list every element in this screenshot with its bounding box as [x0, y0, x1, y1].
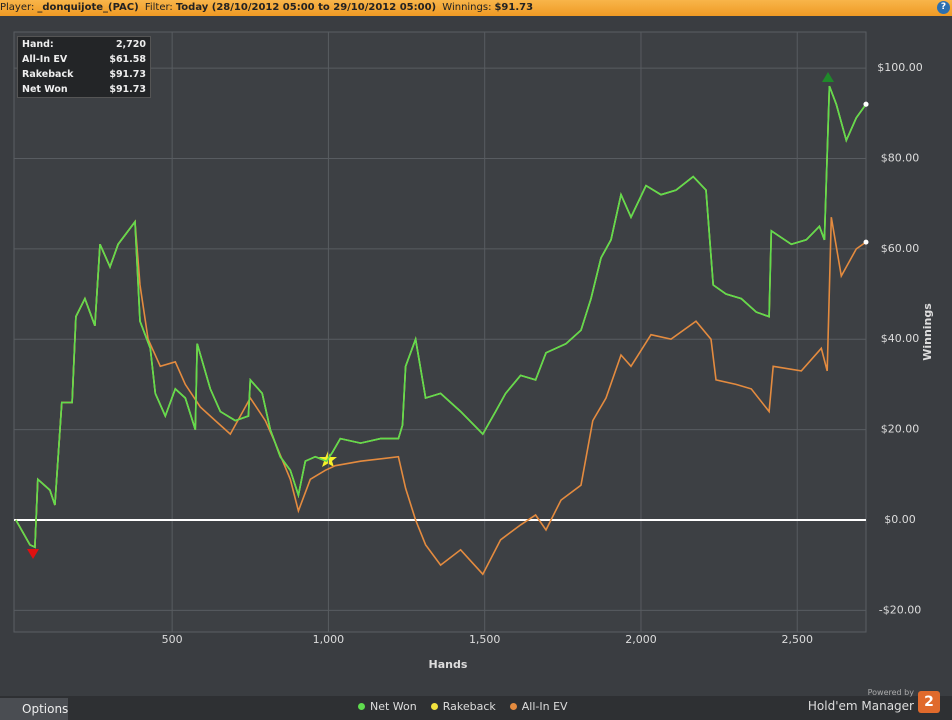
legend-item: Rakeback	[430, 700, 496, 713]
legend-swatch	[430, 703, 438, 710]
stat-label: Rakeback	[22, 69, 74, 80]
x-tick-label: 1,000	[313, 633, 345, 646]
y-axis-label: Winnings	[921, 303, 934, 361]
stat-value: $61.58	[109, 54, 146, 65]
options-button[interactable]: Options	[0, 698, 68, 720]
legend-label: All-In EV	[521, 700, 568, 713]
label: Winnings:	[442, 2, 492, 13]
stats-box: Hand: 2,720 All-In EV $61.58 Rakeback $91.73 N…	[17, 36, 151, 98]
chart: Hands Winnings 500 1,000 1,500 2,000 2,500 -$…	[13, 31, 934, 671]
min-marker	[27, 549, 39, 559]
winnings: $91.73	[494, 2, 534, 13]
legend-label: Net Won	[370, 700, 417, 713]
y-tick-label: -$20.00	[879, 603, 921, 616]
logo: 2	[918, 691, 940, 713]
legend: Net Won Rakeback All-In EV	[358, 700, 568, 713]
stat-row: Rakeback $91.73	[18, 67, 150, 82]
stat-value: $91.73	[109, 84, 146, 95]
header-bar: Player: _donquijote_(PAC) Filter: Today (2…	[0, 0, 952, 16]
player: _donquijote_(PAC)	[37, 2, 139, 13]
legend-swatch	[358, 703, 365, 710]
stat-row: Hand: 2,720	[18, 37, 150, 52]
legend-swatch	[509, 703, 517, 710]
end-point	[863, 101, 869, 107]
y-tick-label: $20.00	[881, 423, 920, 436]
legend-item: All-In EV	[509, 700, 568, 713]
y-tick-label: $60.00	[881, 242, 920, 255]
y-tick-label: $80.00	[881, 152, 920, 165]
x-tick-label: 1,500	[469, 633, 501, 646]
x-tick-label: 500	[162, 633, 183, 646]
stat-value: 2,720	[115, 39, 146, 50]
label: Filter:	[144, 2, 173, 13]
plot-area	[13, 31, 867, 633]
max-marker	[822, 72, 834, 82]
legend-item: Net Won	[358, 700, 417, 713]
stat-label: Hand:	[22, 39, 54, 50]
label: Player:	[0, 2, 35, 13]
stat-row: Net Won $91.73	[18, 82, 150, 97]
y-tick-label: $100.00	[877, 61, 923, 74]
stat-label: All-In EV	[22, 54, 68, 65]
x-tick-label: 2,500	[781, 633, 813, 646]
stat-value: $91.73	[109, 69, 146, 80]
x-axis-label: Hands	[429, 658, 468, 671]
x-tick-label: 2,000	[625, 633, 657, 646]
stat-label: Net Won	[22, 84, 68, 95]
help-button[interactable]: ?	[937, 1, 950, 14]
powered-by: Powered by	[867, 688, 914, 697]
line-series	[15, 85, 867, 549]
filter: Today (28/10/2012 05:00 to 29/10/2012 05…	[175, 2, 437, 13]
end-point	[863, 239, 869, 245]
y-tick-label: $40.00	[881, 332, 920, 345]
brand: Hold'em Manager	[807, 699, 914, 713]
legend-label: Rakeback	[442, 700, 496, 713]
footer: Options Net Won Rakeback All-In EV Powered…	[0, 688, 952, 720]
y-tick-label: $0.00	[884, 513, 916, 526]
stat-row: All-In EV $61.58	[18, 52, 150, 67]
